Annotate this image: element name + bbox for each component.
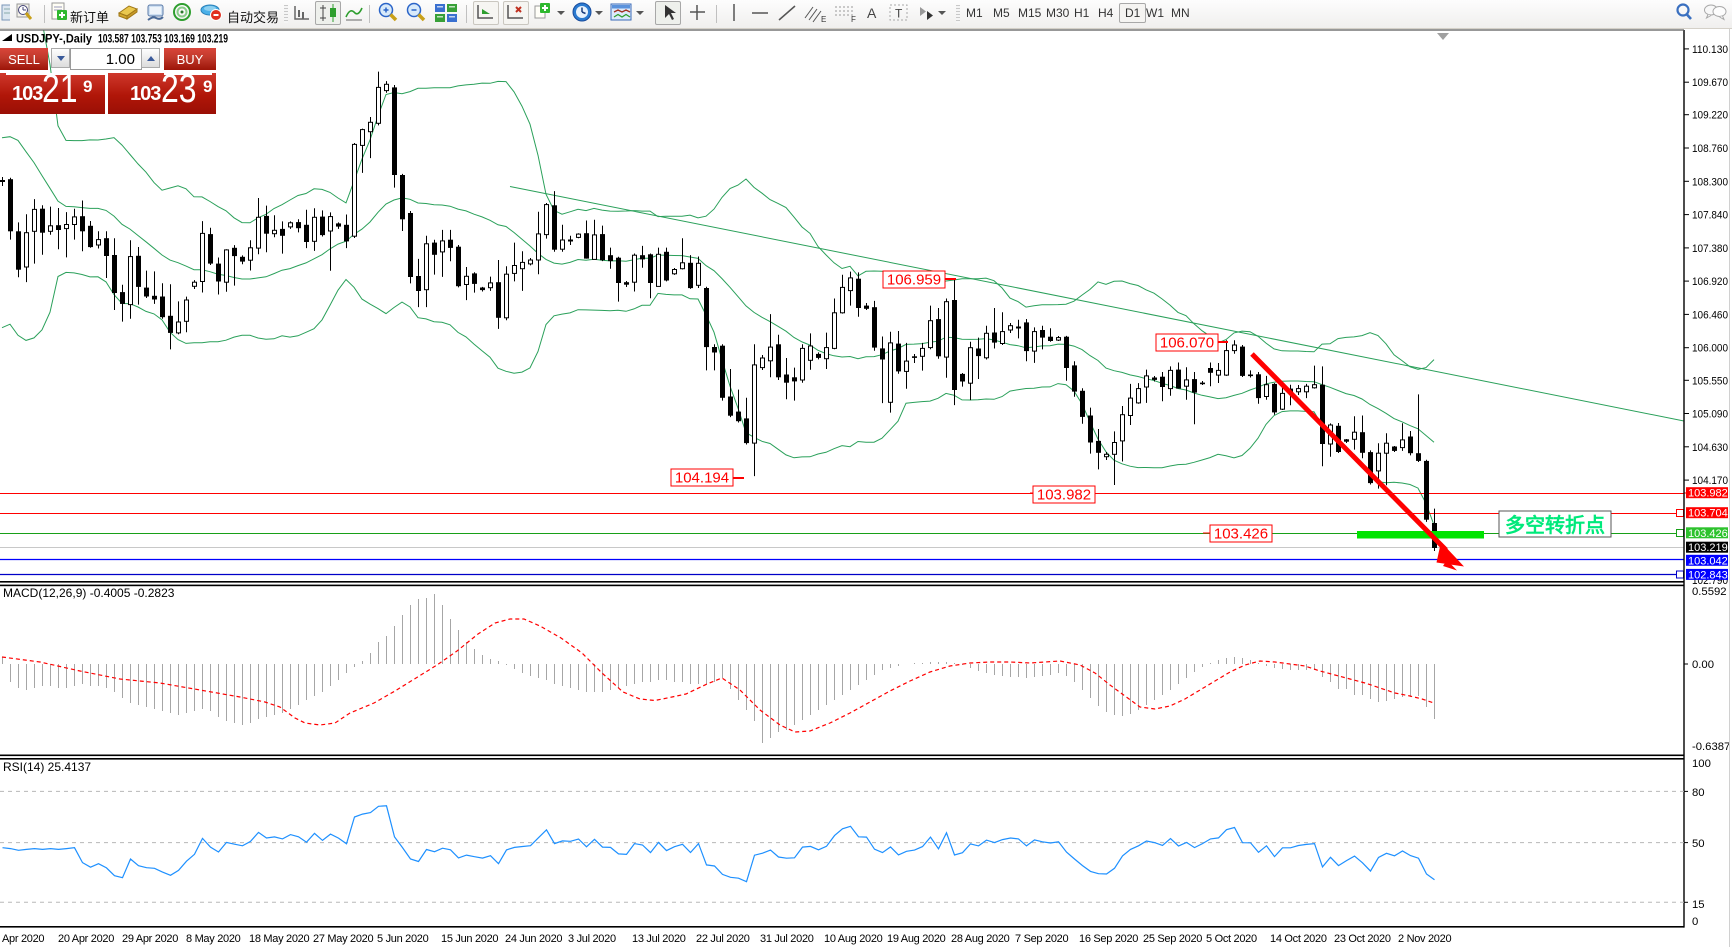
svg-text:18 May 2020: 18 May 2020	[249, 933, 309, 945]
svg-text:3 Jul 2020: 3 Jul 2020	[568, 933, 616, 945]
svg-text:25 Sep 2020: 25 Sep 2020	[1143, 933, 1202, 945]
svg-text:104.170: 104.170	[1692, 475, 1728, 487]
svg-text:0.5592: 0.5592	[1692, 586, 1727, 598]
svg-text:19 Aug 2020: 19 Aug 2020	[887, 933, 946, 945]
svg-text:多空转折点: 多空转折点	[1505, 513, 1605, 537]
svg-text:8 May 2020: 8 May 2020	[186, 933, 241, 945]
svg-text:10 Aug 2020: 10 Aug 2020	[824, 933, 883, 945]
svg-text:107.380: 107.380	[1692, 243, 1728, 255]
svg-text:2 Nov 2020: 2 Nov 2020	[1398, 933, 1451, 945]
svg-text:104.194: 104.194	[675, 470, 729, 487]
svg-text:5 Oct 2020: 5 Oct 2020	[1206, 933, 1257, 945]
svg-text:31 Jul 2020: 31 Jul 2020	[760, 933, 814, 945]
svg-text:104.630: 104.630	[1692, 442, 1728, 454]
svg-text:7 Sep 2020: 7 Sep 2020	[1015, 933, 1068, 945]
svg-text:14 Oct 2020: 14 Oct 2020	[1270, 933, 1327, 945]
svg-text:MACD(12,26,9) -0.4005 -0.2823: MACD(12,26,9) -0.4005 -0.2823	[3, 586, 175, 600]
svg-text:108.760: 108.760	[1692, 143, 1728, 155]
svg-text:-0.6387: -0.6387	[1692, 741, 1730, 753]
svg-text:5 Jun 2020: 5 Jun 2020	[377, 933, 429, 945]
svg-text:106.920: 106.920	[1692, 276, 1728, 288]
svg-text:109.220: 109.220	[1692, 110, 1728, 122]
svg-text:20 Apr 2020: 20 Apr 2020	[58, 933, 114, 945]
svg-text:109.670: 109.670	[1692, 77, 1728, 89]
svg-text:103.704: 103.704	[1688, 508, 1728, 520]
svg-text:103.426: 103.426	[1214, 526, 1268, 543]
svg-text:0: 0	[1692, 916, 1698, 928]
svg-text:0.00: 0.00	[1692, 659, 1714, 671]
svg-text:Apr 2020: Apr 2020	[2, 933, 44, 945]
svg-text:15: 15	[1692, 899, 1705, 911]
svg-text:80: 80	[1692, 787, 1705, 799]
svg-text:102.843: 102.843	[1688, 569, 1728, 581]
svg-text:106.000: 106.000	[1692, 343, 1728, 355]
svg-text:USDJPY-,Daily: USDJPY-,Daily	[16, 34, 93, 46]
svg-text:22 Jul 2020: 22 Jul 2020	[696, 933, 750, 945]
svg-text:16 Sep 2020: 16 Sep 2020	[1079, 933, 1138, 945]
svg-text:27 May 2020: 27 May 2020	[313, 933, 373, 945]
svg-text:F: F	[851, 15, 856, 24]
svg-text:103.219: 103.219	[1688, 542, 1728, 554]
svg-text:105.090: 105.090	[1692, 409, 1728, 421]
svg-text:T: T	[895, 7, 903, 21]
svg-text:23 Oct 2020: 23 Oct 2020	[1334, 933, 1391, 945]
svg-text:103.982: 103.982	[1037, 487, 1091, 504]
svg-text:107.840: 107.840	[1692, 210, 1728, 222]
svg-text:103.587 103.753 103.169 103.21: 103.587 103.753 103.169 103.219	[98, 34, 228, 46]
svg-text:105.550: 105.550	[1692, 375, 1728, 387]
svg-text:E: E	[821, 15, 826, 24]
svg-text:103.426: 103.426	[1688, 528, 1728, 540]
svg-text:106.959: 106.959	[887, 272, 941, 289]
svg-text:29 Apr 2020: 29 Apr 2020	[122, 933, 178, 945]
svg-text:RSI(14) 25.4137: RSI(14) 25.4137	[3, 760, 91, 774]
svg-text:106.070: 106.070	[1160, 335, 1214, 352]
svg-text:103.042: 103.042	[1688, 555, 1728, 567]
svg-text:110.130: 110.130	[1692, 44, 1728, 56]
svg-text:108.300: 108.300	[1692, 176, 1728, 188]
svg-text:100: 100	[1692, 758, 1711, 770]
svg-text:103.982: 103.982	[1688, 488, 1728, 500]
svg-text:24 Jun 2020: 24 Jun 2020	[505, 933, 562, 945]
svg-text:15 Jun 2020: 15 Jun 2020	[441, 933, 498, 945]
svg-text:A: A	[867, 5, 877, 21]
svg-text:28 Aug 2020: 28 Aug 2020	[951, 933, 1010, 945]
svg-text:50: 50	[1692, 838, 1705, 850]
svg-text:13 Jul 2020: 13 Jul 2020	[632, 933, 686, 945]
svg-text:106.460: 106.460	[1692, 309, 1728, 321]
